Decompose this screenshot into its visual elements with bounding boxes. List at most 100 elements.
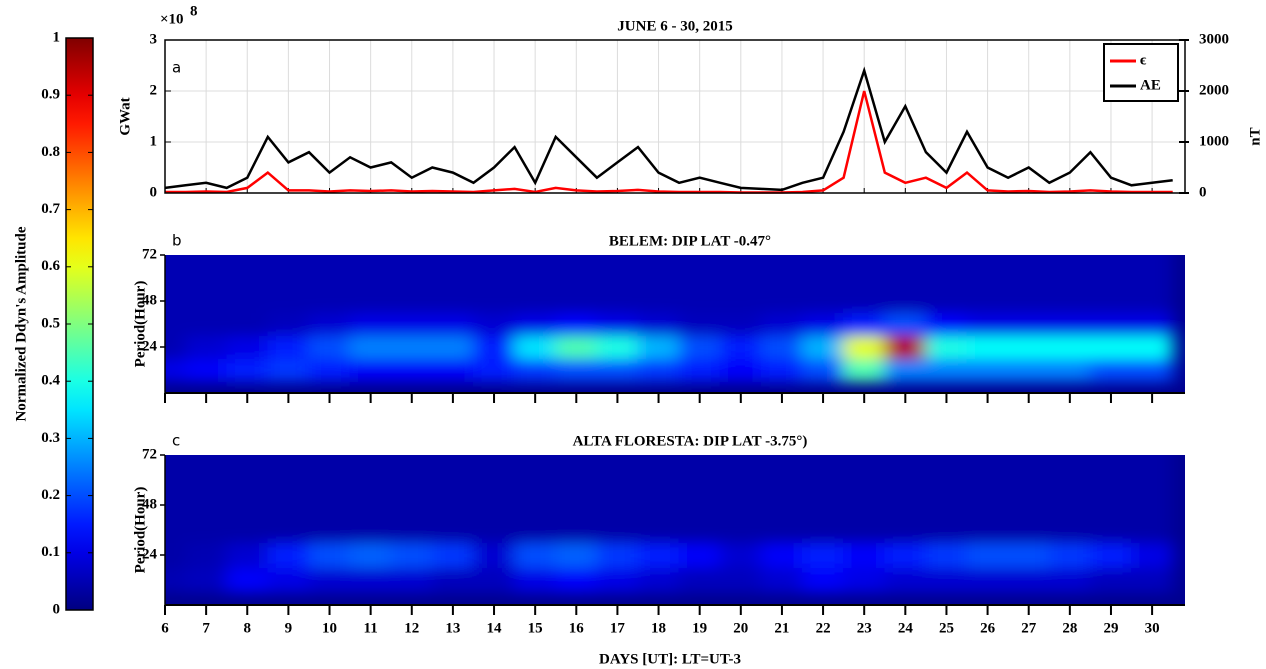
heatmap-cell bbox=[472, 255, 516, 267]
heatmap-cell bbox=[760, 335, 803, 359]
heatmap-cell bbox=[514, 467, 557, 493]
heatmap-cell bbox=[472, 358, 516, 382]
heatmap-cell bbox=[884, 567, 927, 593]
heatmap-cell bbox=[1048, 266, 1091, 290]
heatmap-cell bbox=[165, 335, 187, 359]
heatmap-cell bbox=[1089, 289, 1133, 313]
x-tick-label: 6 bbox=[161, 620, 169, 636]
heatmap-cell bbox=[884, 289, 927, 313]
x-tick-label: 17 bbox=[610, 620, 626, 636]
heatmap-cell bbox=[966, 455, 1009, 468]
x-tick-label: 29 bbox=[1103, 620, 1118, 636]
y-axis-label: Period(Hour) bbox=[132, 487, 148, 574]
colorbar-tick-label: 0.5 bbox=[41, 315, 60, 331]
heatmap-cell bbox=[226, 467, 269, 493]
heatmap-cell bbox=[185, 289, 228, 313]
heatmap-cell bbox=[165, 455, 187, 468]
heatmap-cell bbox=[308, 289, 351, 313]
heatmap-clip bbox=[165, 255, 1174, 382]
heatmap-cell bbox=[390, 492, 433, 518]
heatmap-cell bbox=[719, 289, 762, 313]
heatmap-cell bbox=[185, 542, 228, 568]
heatmap-cell bbox=[1131, 542, 1174, 568]
heatmap-cell bbox=[678, 335, 721, 359]
heatmap-cell bbox=[1089, 542, 1133, 568]
heatmap-cell bbox=[1048, 567, 1091, 593]
heatmap-cell bbox=[843, 492, 886, 518]
heatmap-cell bbox=[555, 517, 598, 543]
heatmap-cell bbox=[165, 255, 187, 267]
heatmap-cell bbox=[308, 312, 351, 336]
heatmap-cell bbox=[637, 492, 680, 518]
heatmap-cell bbox=[596, 467, 639, 493]
heatmap-cell bbox=[678, 266, 721, 290]
heatmap-cell bbox=[308, 492, 351, 518]
heatmap-cell bbox=[596, 312, 639, 336]
heatmap-cell bbox=[719, 358, 762, 382]
heatmap bbox=[165, 455, 1174, 593]
heatmap-cell bbox=[267, 517, 310, 543]
y-tick-label: 0 bbox=[150, 184, 158, 200]
heatmap-cell bbox=[555, 467, 598, 493]
heatmap-cell bbox=[637, 542, 680, 568]
heatmap-cell bbox=[514, 455, 557, 468]
heatmap-cell bbox=[596, 542, 639, 568]
colorbar-tick-label: 0.4 bbox=[41, 373, 60, 389]
heatmap-cell bbox=[165, 492, 187, 518]
heatmap-cell bbox=[1089, 312, 1133, 336]
heatmap-cell bbox=[843, 567, 886, 593]
heatmap-cell bbox=[1048, 358, 1091, 382]
y-axis-label: GWat bbox=[117, 97, 133, 135]
heatmap-cell bbox=[925, 335, 968, 359]
colorbar-tick-label: 0.8 bbox=[41, 144, 60, 160]
x-tick-label: 25 bbox=[939, 620, 954, 636]
series-line bbox=[165, 90, 1173, 194]
y-multiplier-exponent: 8 bbox=[190, 3, 198, 19]
heatmap-cell bbox=[637, 266, 680, 290]
y-tick-label: 48 bbox=[142, 292, 157, 308]
heatmap-cell bbox=[1007, 517, 1050, 543]
heatmap-cell bbox=[555, 542, 598, 568]
heatmap-cell bbox=[884, 255, 927, 267]
heatmap-cell bbox=[226, 517, 269, 543]
heatmap-cell bbox=[719, 567, 762, 593]
heatmap-cell bbox=[802, 492, 845, 518]
x-tick-label: 15 bbox=[528, 620, 543, 636]
heatmap-cell bbox=[1131, 335, 1174, 359]
heatmap-cell bbox=[966, 467, 1009, 493]
heatmap-cell bbox=[472, 266, 516, 290]
heatmap-cell bbox=[472, 517, 516, 543]
heatmap-cell bbox=[431, 567, 474, 593]
heatmap-cell bbox=[802, 266, 845, 290]
heatmap-cell bbox=[267, 255, 310, 267]
heatmap-cell bbox=[308, 542, 351, 568]
heatmap-cell bbox=[1007, 358, 1050, 382]
heatmap-cell bbox=[349, 289, 392, 313]
heatmap-cell bbox=[637, 467, 680, 493]
x-tick-label: 30 bbox=[1145, 620, 1160, 636]
x-tick-label: 21 bbox=[774, 620, 789, 636]
panel-title: ALTA FLORESTA: DIP LAT -3.75°) bbox=[573, 433, 808, 449]
heatmap-cell bbox=[472, 567, 516, 593]
heatmap-cell bbox=[431, 266, 474, 290]
heatmap-cell bbox=[514, 542, 557, 568]
heatmap-cell bbox=[802, 517, 845, 543]
heatmap-cell bbox=[308, 335, 351, 359]
heatmap-cell bbox=[431, 255, 474, 267]
x-tick-label: 23 bbox=[857, 620, 872, 636]
heatmap-cell bbox=[843, 312, 886, 336]
x-tick-label: 11 bbox=[364, 620, 378, 636]
y-tick-label: 24 bbox=[142, 546, 158, 562]
heatmap-cell bbox=[925, 517, 968, 543]
heatmap-cell bbox=[472, 289, 516, 313]
heatmap-cell bbox=[596, 455, 639, 468]
x-tick-label: 10 bbox=[322, 620, 337, 636]
heatmap-cell bbox=[678, 289, 721, 313]
heatmap-cell bbox=[884, 542, 927, 568]
heatmap-cell bbox=[1131, 567, 1174, 593]
plot-frame bbox=[164, 39, 1186, 194]
heatmap-cell bbox=[596, 289, 639, 313]
heatmap-cell bbox=[514, 312, 557, 336]
heatmap-cell bbox=[431, 289, 474, 313]
heatmap-cell bbox=[226, 492, 269, 518]
